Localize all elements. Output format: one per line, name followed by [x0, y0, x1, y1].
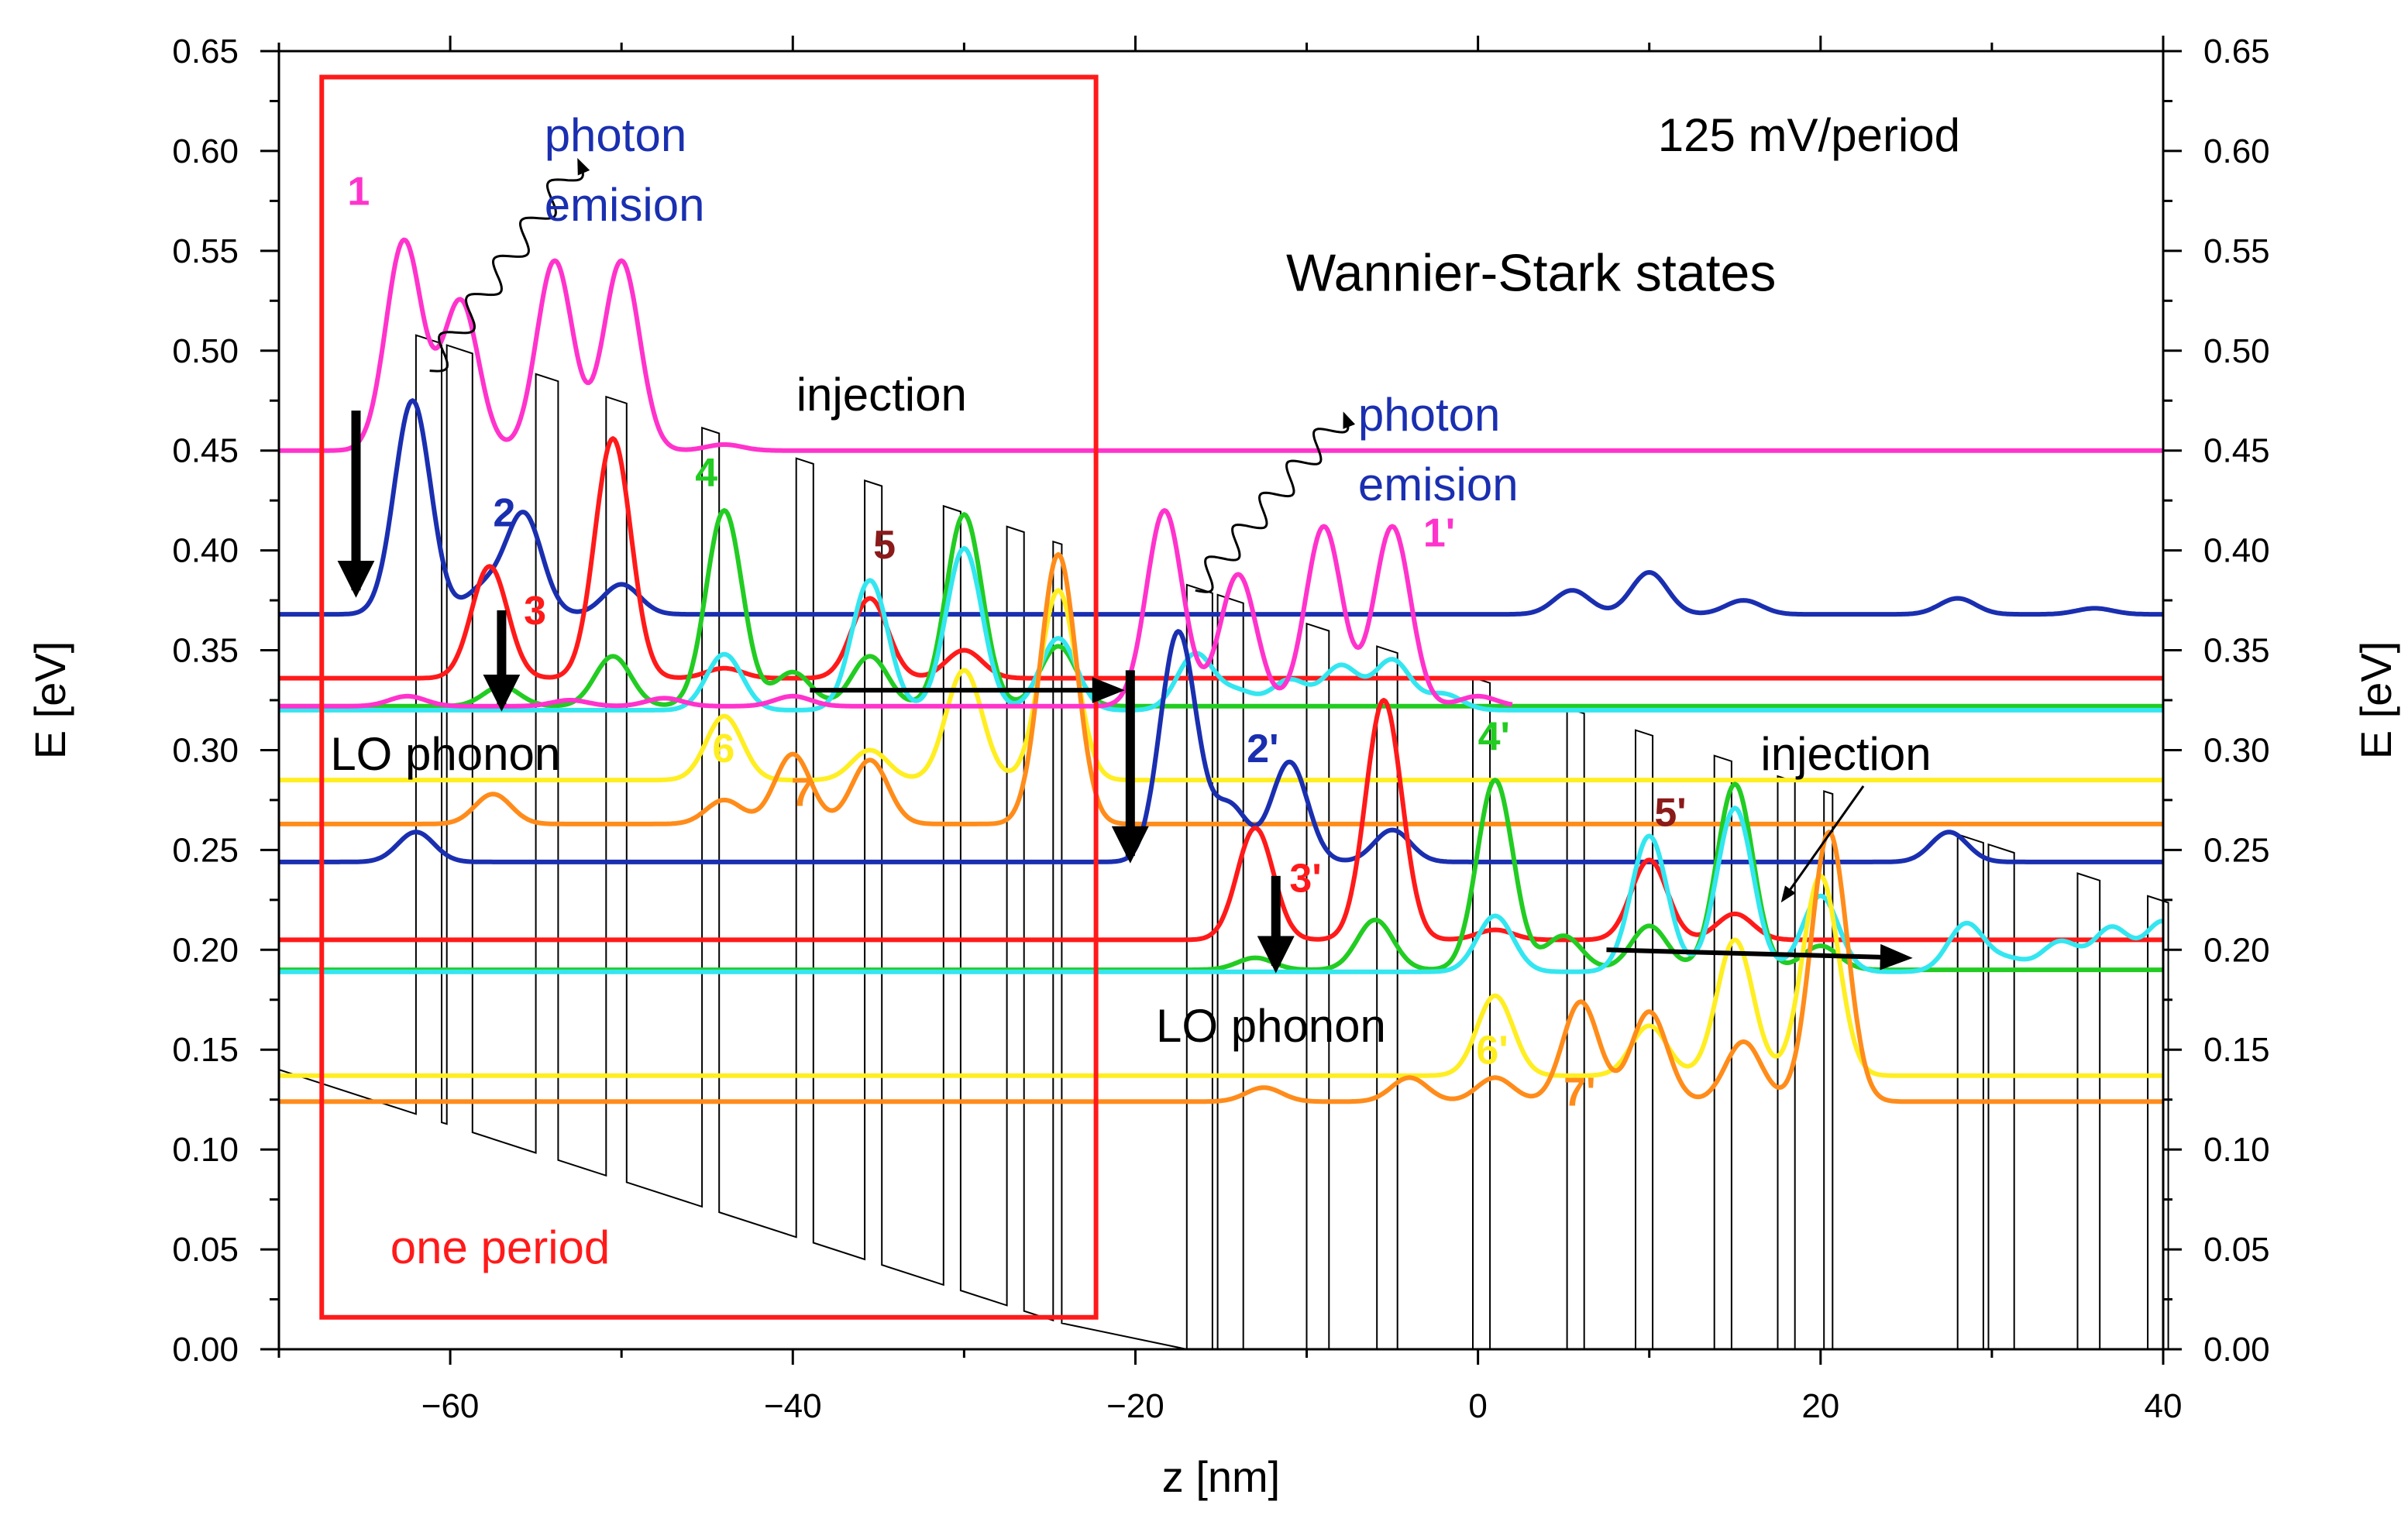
photon-wiggle-1	[429, 157, 590, 373]
y-tick-label-left: 0.00	[172, 1331, 239, 1369]
injection-label-2: injection	[1760, 728, 1931, 780]
y-tick-label-left: 0.40	[172, 532, 239, 570]
y-tick-label-left: 0.20	[172, 931, 239, 969]
field-annotation: 125 mV/period	[1658, 109, 1960, 161]
chart-title: Wannier-Stark states	[1286, 243, 1776, 302]
lo-phonon-label-2: LO phonon	[1156, 1000, 1386, 1052]
injection-pointer	[1780, 785, 1865, 903]
y-tick-label-left: 0.35	[172, 632, 239, 670]
x-tick-label: 40	[2145, 1387, 2183, 1425]
potential-profile	[278, 334, 2169, 1351]
state-curve-2	[278, 398, 2164, 617]
x-tick-label: 20	[1801, 1387, 1839, 1425]
x-tick-label: −60	[421, 1387, 480, 1425]
photon-wiggle-2	[1195, 411, 1356, 593]
y-tick-label-left: 0.65	[172, 33, 239, 70]
state-curve-6	[278, 588, 2164, 783]
state-curve-5	[278, 546, 2164, 713]
level-label-2-prime: 2'	[1247, 727, 1278, 771]
y-axis-label: E [eV]	[26, 641, 74, 760]
x-axis-label: z [nm]	[1162, 1452, 1280, 1501]
level-label-2: 2	[493, 491, 515, 536]
state-curve-2-prime	[278, 629, 2164, 864]
level-label-6-prime: 6'	[1476, 1028, 1508, 1073]
y-axis-label-right: E [eV]	[2351, 641, 2400, 760]
injection-arrow-5	[1606, 943, 1913, 970]
x-tick-label: −20	[1106, 1387, 1164, 1425]
level-label-7-prime: 7'	[1563, 1070, 1595, 1115]
y-tick-label-right: 0.45	[2203, 432, 2270, 470]
y-tick-label-right: 0.55	[2203, 232, 2270, 270]
y-tick-label-left: 0.30	[172, 731, 239, 769]
potential-barriers	[278, 334, 2169, 1351]
y-tick-label-right: 0.05	[2203, 1231, 2270, 1269]
level-label-7: 7	[791, 771, 814, 816]
y-tick-label-right: 0.25	[2203, 831, 2270, 869]
level-label-3-prime: 3'	[1289, 857, 1321, 902]
level-label-1-prime: 1'	[1423, 510, 1455, 555]
y-tick-label-right: 0.35	[2203, 632, 2270, 670]
level-label-3: 3	[524, 589, 546, 634]
state-curve-1	[278, 237, 2164, 453]
y-tick-label-right: 0.10	[2203, 1131, 2270, 1169]
axis-ticks: −60 −40 −20 0 20 40 0.00 0.00 0.05 0.05 0.10 0.10 0.…	[172, 33, 2269, 1425]
state-curve-6-prime	[278, 873, 2164, 1078]
y-tick-label-right: 0.00	[2203, 1331, 2270, 1369]
photon-emission-label-2: photon	[1358, 389, 1501, 441]
y-tick-label-right: 0.65	[2203, 33, 2270, 70]
level-label-4-prime: 4'	[1478, 714, 1510, 759]
y-tick-label-left: 0.60	[172, 132, 239, 170]
y-tick-label-right: 0.30	[2203, 731, 2270, 769]
level-label-5: 5	[873, 523, 896, 568]
y-tick-label-left: 0.05	[172, 1231, 239, 1269]
y-tick-label-left: 0.45	[172, 432, 239, 470]
level-label-6: 6	[712, 727, 734, 771]
y-tick-label-right: 0.50	[2203, 332, 2270, 370]
level-label-4: 4	[695, 451, 717, 496]
level-label-5-prime: 5'	[1654, 790, 1686, 835]
injection-label-1: injection	[796, 369, 967, 421]
one-period-label: one period	[390, 1221, 611, 1273]
y-tick-label-right: 0.60	[2203, 132, 2270, 170]
y-tick-label-left: 0.15	[172, 1031, 239, 1069]
photon-emission-label-1: photon	[545, 109, 687, 161]
x-tick-label: 0	[1468, 1387, 1487, 1425]
photon-emission-wiggles	[429, 157, 1356, 593]
x-tick-label: −40	[764, 1387, 822, 1425]
lo-phonon-label-1: LO phonon	[330, 728, 560, 780]
y-tick-label-left: 0.55	[172, 232, 239, 270]
state-curve-7	[278, 551, 2164, 826]
level-label-1: 1	[347, 170, 370, 215]
y-tick-label-right: 0.20	[2203, 931, 2270, 969]
y-tick-label-left: 0.25	[172, 831, 239, 869]
state-curve-4	[278, 508, 2164, 709]
y-tick-label-left: 0.50	[172, 332, 239, 370]
y-tick-label-right: 0.15	[2203, 1031, 2270, 1069]
photon-emission-label-1b: emision	[545, 179, 705, 231]
wavefunction-curves	[278, 237, 2164, 1104]
y-tick-label-right: 0.40	[2203, 532, 2270, 570]
transition-arrows	[337, 411, 1913, 974]
state-curve-5-prime	[278, 806, 2164, 974]
y-tick-label-left: 0.10	[172, 1131, 239, 1169]
photon-emission-label-2b: emision	[1358, 459, 1519, 510]
